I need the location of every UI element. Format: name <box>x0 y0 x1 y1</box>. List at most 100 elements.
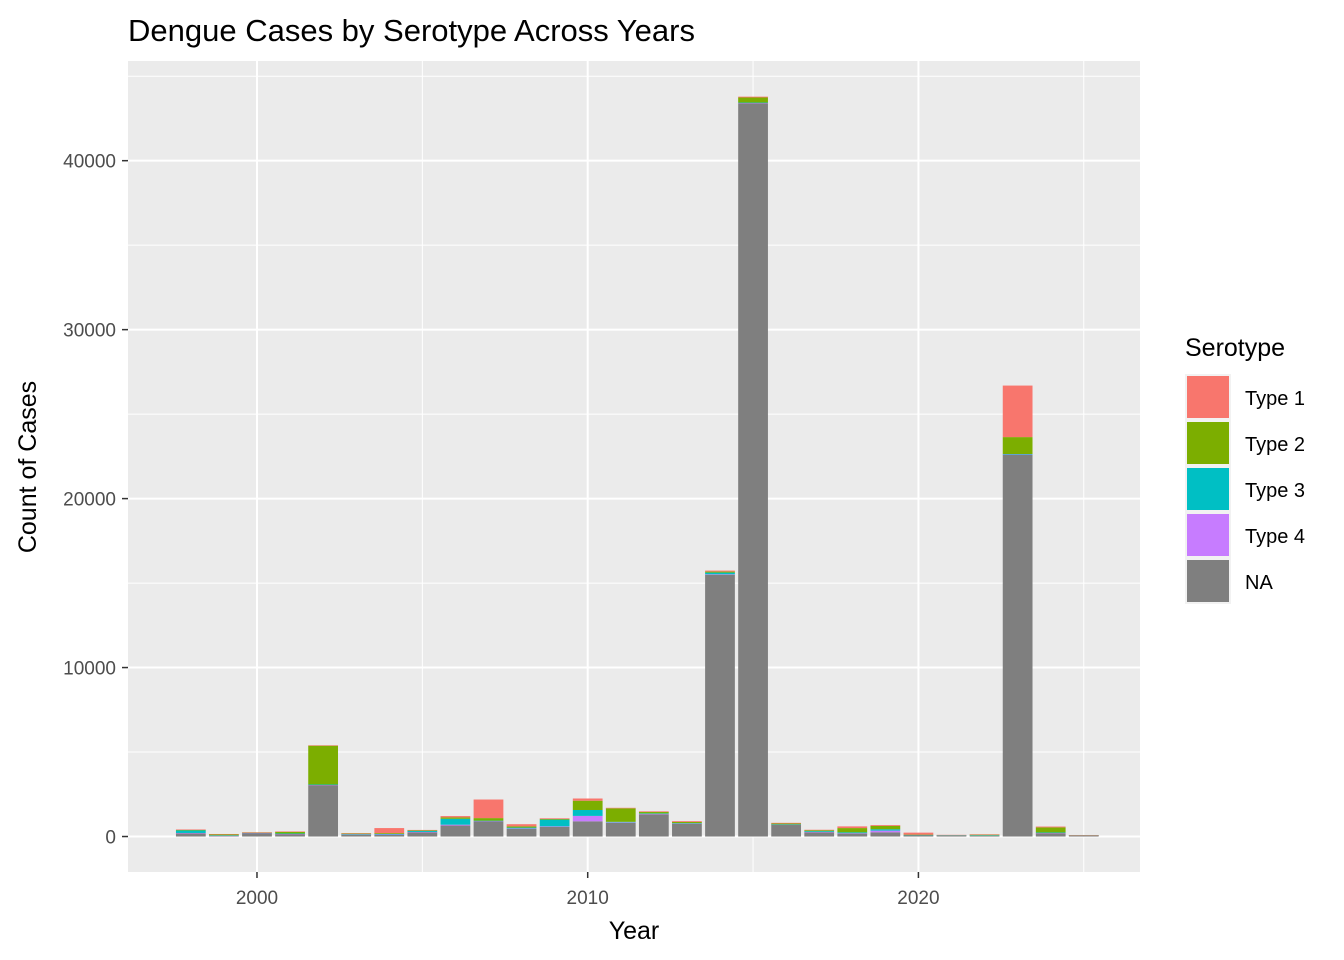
bar-2006-type-1 <box>440 816 471 818</box>
bar-2003-na <box>341 834 372 837</box>
bar-2004-type-4 <box>374 834 405 835</box>
bar-2022-type-1 <box>969 834 1000 835</box>
bar-2004-type-2 <box>374 833 405 834</box>
bar-2005-na <box>407 832 438 837</box>
bar-2023-type-3 <box>1002 453 1033 455</box>
legend-label: NA <box>1245 572 1273 594</box>
bar-2012-na <box>638 814 669 837</box>
bar-2011-type-4 <box>605 822 636 823</box>
bar-2001-type-1 <box>275 831 305 832</box>
bar-2025-type-1 <box>1068 834 1099 836</box>
bar-2009-na <box>539 826 570 837</box>
legend-swatch <box>1187 376 1229 418</box>
bar-2010-na <box>572 821 603 837</box>
bar-2015-type-2 <box>738 97 768 103</box>
bar-2003-type-1 <box>341 833 372 834</box>
bar-2016-type-3 <box>771 824 802 825</box>
bar-2006-na <box>440 825 471 837</box>
x-axis-ticks: 2000 2010 2020 <box>236 872 940 909</box>
bar-2011-type-1 <box>605 807 636 809</box>
bar-2012-type-1 <box>638 811 669 813</box>
chart-title: Dengue Cases by Serotype Across Years <box>128 13 695 48</box>
bar-1999-type-2 <box>209 834 239 836</box>
legend-title: Serotype <box>1185 334 1285 362</box>
bar-2019-type-3 <box>870 829 901 831</box>
bar-2011-type-2 <box>605 808 636 822</box>
bar-2003-type-3 <box>341 834 372 835</box>
y-tick-label: 40000 <box>63 152 116 173</box>
bar-1999-na <box>209 835 239 837</box>
bar-2002-type-2 <box>308 745 339 785</box>
bar-2001-type-4 <box>275 833 305 835</box>
bar-2013-type-1 <box>672 821 702 822</box>
x-axis-title: Year <box>609 917 660 945</box>
legend-label: Type 3 <box>1245 480 1305 502</box>
legend: Serotype Type 1 Type 2 Type 3 Type 4 NA <box>1185 334 1305 604</box>
bar-2012-type-3 <box>638 813 669 814</box>
bar-2016-na <box>771 824 802 837</box>
bar-2008-type-4 <box>506 828 537 829</box>
bar-2009-type-1 <box>539 818 570 819</box>
bar-2021-na <box>936 835 967 837</box>
y-tick-label: 20000 <box>63 490 116 511</box>
bar-2012-type-4 <box>638 813 669 815</box>
bar-2006-type-4 <box>440 824 471 826</box>
bar-2014-type-1 <box>705 570 735 572</box>
legend-label: Type 1 <box>1245 388 1305 410</box>
bar-2004-na <box>374 834 405 837</box>
bar-2002-type-3 <box>308 784 339 785</box>
bar-2011-na <box>605 822 636 837</box>
legend-swatch <box>1187 560 1229 602</box>
bar-2020-type-1 <box>903 832 934 835</box>
bar-2010-type-4 <box>572 815 603 822</box>
bar-2018-type-3 <box>837 832 868 834</box>
bar-2024-type-1 <box>1035 826 1066 828</box>
bar-2007-type-4 <box>473 820 504 822</box>
bar-2007-type-2 <box>473 818 504 821</box>
bar-1999-type-1 <box>209 833 239 835</box>
bar-2004-type-3 <box>374 833 405 835</box>
plot-panel <box>128 61 1140 872</box>
bar-2022-type-2 <box>969 834 1000 836</box>
bar-2013-type-4 <box>672 823 702 825</box>
bars <box>175 96 1099 837</box>
bar-2019-type-1 <box>870 825 901 826</box>
x-tick-label: 2020 <box>897 888 939 909</box>
bar-2002-type-1 <box>308 745 339 746</box>
bar-2012-type-2 <box>638 812 669 814</box>
bar-2006-type-3 <box>440 818 471 825</box>
bar-2005-type-1 <box>407 829 438 831</box>
bar-2017-na <box>804 832 835 837</box>
bar-2001-type-2 <box>275 831 305 834</box>
bar-2025-na <box>1068 835 1099 837</box>
bar-2016-type-2 <box>771 823 802 825</box>
x-tick-label: 2000 <box>236 888 278 909</box>
bar-2019-na <box>870 832 901 837</box>
bar-2020-na <box>903 835 934 837</box>
bar-2009-type-3 <box>539 819 570 827</box>
y-tick-label: 0 <box>105 828 116 849</box>
bar-1999-type-3 <box>209 835 239 836</box>
bar-2003-type-4 <box>341 834 372 835</box>
bar-2023-na <box>1002 454 1033 837</box>
bar-2007-type-3 <box>473 820 504 822</box>
legend-swatch <box>1187 422 1229 464</box>
bar-2023-type-2 <box>1002 437 1033 454</box>
bar-2005-type-2 <box>407 830 438 831</box>
y-tick-label: 30000 <box>63 321 116 342</box>
bar-2001-na <box>275 833 305 837</box>
bar-2013-type-3 <box>672 823 702 824</box>
bar-2008-na <box>506 828 537 837</box>
bar-2003-type-2 <box>341 833 372 835</box>
bar-2015-type-4 <box>738 102 768 104</box>
bar-2017-type-3 <box>804 831 835 832</box>
bar-2000-na <box>242 832 272 837</box>
bar-2020-type-2 <box>903 834 934 836</box>
bar-2007-na <box>473 821 504 837</box>
legend-label: Type 4 <box>1245 526 1305 548</box>
bar-2023-type-4 <box>1002 454 1033 455</box>
bar-2018-na <box>837 833 868 837</box>
bar-2021-type-3 <box>936 835 967 836</box>
bar-2009-type-4 <box>539 826 570 827</box>
